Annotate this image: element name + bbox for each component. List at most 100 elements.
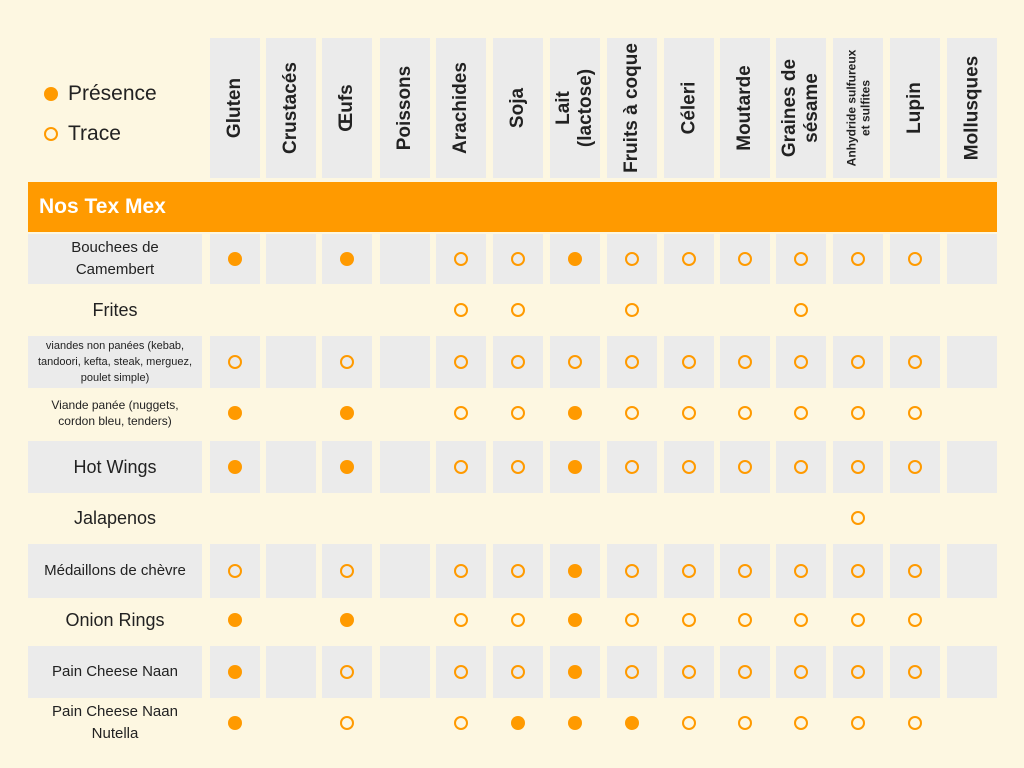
cell-crustaces <box>266 336 316 388</box>
row-label: Pain Cheese Naan Nutella <box>52 703 178 742</box>
trace-circle-icon <box>511 460 525 474</box>
trace-circle-icon <box>738 406 752 420</box>
cell-fruits-a-coque <box>607 336 657 388</box>
trace-circle-icon <box>794 303 808 317</box>
legend-presence-label: Présence <box>68 82 157 105</box>
trace-circle-icon <box>568 355 582 369</box>
table-row: Jalapenos <box>0 494 1024 542</box>
cell-gluten <box>210 286 260 334</box>
column-header-label: Soja <box>507 87 528 129</box>
row-label: Bouchees de Camembert <box>28 234 202 284</box>
cell-anhydride-sulfureux-et-sulfites <box>833 494 883 542</box>
cell-lupin <box>890 596 940 644</box>
trace-circle-icon <box>851 564 865 578</box>
cell-lait-lactose <box>550 234 600 284</box>
cell-soja <box>493 441 543 493</box>
trace-circle-icon <box>908 252 922 266</box>
row-label: viandes non panées (kebab, tandoori, kef… <box>28 336 202 388</box>
cell-lupin <box>890 286 940 334</box>
column-header-anhydride-sulfureux-et-sulfites: Anhydride sulfureux et sulfites <box>833 38 883 178</box>
column-header-graines-de-sesame: Graines de sésame <box>776 38 826 178</box>
cell-anhydride-sulfureux-et-sulfites <box>833 646 883 698</box>
cell-soja <box>493 388 543 438</box>
table-row: Médaillons de chèvre <box>0 544 1024 598</box>
cell-arachides <box>436 596 486 644</box>
table-row: Frites <box>0 286 1024 334</box>
cell-mollusques <box>947 234 997 284</box>
cell-moutarde <box>720 336 770 388</box>
cell-gluten <box>210 698 260 748</box>
cell-poissons <box>380 441 430 493</box>
column-header-soja: Soja <box>493 38 543 178</box>
cell-graines-de-sesame <box>776 388 826 438</box>
presence-dot-icon <box>340 613 354 627</box>
cell-gluten <box>210 336 260 388</box>
cell-celeri <box>664 544 714 598</box>
trace-circle-icon <box>454 355 468 369</box>
hollow-circle-icon <box>44 127 58 141</box>
table-row: Pain Cheese Naan Nutella <box>0 698 1024 748</box>
trace-circle-icon <box>454 564 468 578</box>
row-label: Hot Wings <box>28 441 202 493</box>
cell-arachides <box>436 544 486 598</box>
cell-soja <box>493 698 543 748</box>
cell-celeri <box>664 286 714 334</box>
cell-soja <box>493 234 543 284</box>
presence-dot-icon <box>568 252 582 266</box>
trace-circle-icon <box>625 406 639 420</box>
cell-celeri <box>664 646 714 698</box>
cell-lupin <box>890 646 940 698</box>
section-title: Nos Tex Mex <box>39 195 166 218</box>
cell-gluten <box>210 544 260 598</box>
column-header-label: Arachides <box>450 62 471 154</box>
trace-circle-icon <box>511 355 525 369</box>
cell-mollusques <box>947 494 997 542</box>
trace-circle-icon <box>625 303 639 317</box>
trace-circle-icon <box>794 716 808 730</box>
trace-circle-icon <box>851 406 865 420</box>
trace-circle-icon <box>794 564 808 578</box>
cell-soja <box>493 646 543 698</box>
cell-lupin <box>890 494 940 542</box>
cell-graines-de-sesame <box>776 544 826 598</box>
cell-poissons <box>380 286 430 334</box>
cell-anhydride-sulfureux-et-sulfites <box>833 388 883 438</box>
trace-circle-icon <box>794 355 808 369</box>
trace-circle-icon <box>228 355 242 369</box>
cell-lait-lactose <box>550 596 600 644</box>
cell-graines-de-sesame <box>776 441 826 493</box>
filled-dot-icon <box>44 87 58 101</box>
presence-dot-icon <box>228 252 242 266</box>
cell-lait-lactose <box>550 336 600 388</box>
legend-trace: Trace <box>44 114 157 154</box>
cell-moutarde <box>720 286 770 334</box>
row-label: Onion Rings <box>65 610 165 630</box>
trace-circle-icon <box>682 460 696 474</box>
cell-fruits-a-coque <box>607 388 657 438</box>
column-header-label: Lupin <box>904 82 926 134</box>
column-header-lupin: Lupin <box>890 38 940 178</box>
presence-dot-icon <box>568 460 582 474</box>
trace-circle-icon <box>625 252 639 266</box>
cell-oeufs <box>322 388 372 438</box>
trace-circle-icon <box>908 460 922 474</box>
trace-circle-icon <box>511 252 525 266</box>
cell-lupin <box>890 336 940 388</box>
column-header-fruits-a-coque: Fruits à coque <box>607 38 657 178</box>
column-header-crustaces: Crustacés <box>266 38 316 178</box>
cell-graines-de-sesame <box>776 336 826 388</box>
row-label: Viande panée (nuggets, cordon bleu, tend… <box>51 398 179 428</box>
trace-circle-icon <box>738 355 752 369</box>
column-header-label: Gluten <box>224 77 246 139</box>
row-label: Pain Cheese Naan <box>28 646 202 698</box>
cell-lupin <box>890 544 940 598</box>
section-banner: Nos Tex Mex <box>28 182 997 232</box>
legend: Présence Trace <box>44 74 157 154</box>
cell-fruits-a-coque <box>607 286 657 334</box>
cell-poissons <box>380 698 430 748</box>
trace-circle-icon <box>682 355 696 369</box>
column-header-lait-lactose: Lait (lactose) <box>550 38 600 178</box>
cell-graines-de-sesame <box>776 286 826 334</box>
column-header-label: Graines de sésame <box>779 58 822 158</box>
cell-moutarde <box>720 698 770 748</box>
